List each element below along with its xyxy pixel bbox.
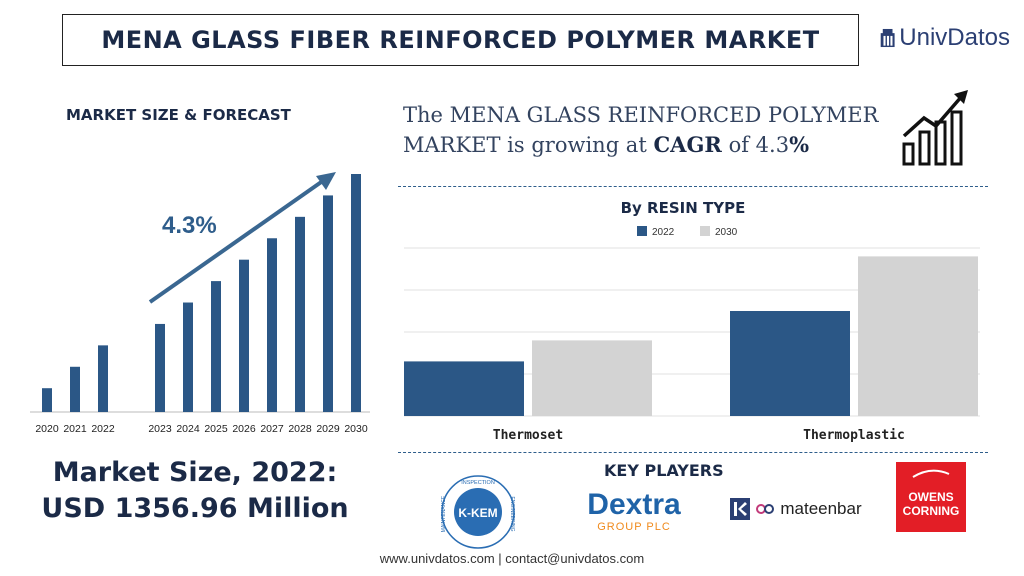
building-icon [880, 28, 895, 48]
kkem-logo: K-KEM INSPECTION ENGINEERING MAINTENANCE [440, 474, 516, 550]
mateenbar-logo: mateenbar [716, 496, 876, 522]
forecast-tick-2024: 2024 [176, 423, 200, 435]
key-players-label: KEY PLAYERS [604, 461, 724, 480]
forecast-bar-2021 [70, 366, 80, 412]
legend-label-2030: 2030 [715, 227, 738, 238]
forecast-tick-2026: 2026 [232, 423, 256, 435]
market-size-line1: Market Size, 2022: [52, 457, 338, 488]
resin-chart-title: By RESIN TYPE [621, 199, 746, 217]
resin-bar-thermoset-2030 [532, 340, 652, 416]
forecast-bar-2029 [323, 195, 333, 412]
divider-top [398, 186, 988, 187]
forecast-bar-2024 [183, 302, 193, 412]
headline-part1: The MENA GLASS REINFORCED POLYMER MARKET… [403, 103, 879, 157]
brand-logo: UnivDatos [880, 18, 1010, 58]
forecast-bar-2026 [239, 259, 249, 412]
growth-arrow-line [148, 176, 329, 304]
forecast-bar-2020 [42, 388, 52, 412]
forecast-tick-2021: 2021 [63, 423, 87, 435]
resin-category-thermoset: Thermoset [493, 428, 563, 443]
market-size-line2: USD 1356.96 Million [41, 493, 349, 524]
cagr-label: 4.3% [162, 212, 217, 239]
forecast-bar-2022 [98, 345, 108, 412]
resin-category-thermoplastic: Thermoplastic [803, 428, 905, 443]
forecast-bar-2025 [211, 281, 221, 412]
market-size-label: MARKET SIZE & FORECAST [66, 106, 291, 124]
kkem-name: K-KEM [458, 506, 497, 520]
legend-swatch-2022 [637, 226, 647, 236]
resin-bar-thermoplastic-2030 [858, 256, 978, 416]
headline-part2: of 4.3 [728, 133, 790, 157]
growth-chart-icon [902, 90, 968, 166]
market-size-text: Market Size, 2022: USD 1356.96 Million [20, 455, 370, 527]
kkem-ring-top: INSPECTION [461, 480, 495, 486]
page-title: MENA GLASS FIBER REINFORCED POLYMER MARK… [62, 14, 859, 66]
resin-bar-thermoplastic-2022 [730, 311, 850, 416]
mateenbar-k-icon [730, 498, 751, 520]
forecast-tick-2030: 2030 [344, 423, 368, 435]
forecast-chart: 2020 2021 2022 2023 2024 2025 2026 2027 2028 2029… [30, 172, 370, 435]
forecast-tick-2027: 2027 [260, 423, 284, 435]
cagr-headline: The MENA GLASS REINFORCED POLYMER MARKET… [403, 100, 923, 160]
forecast-tick-2023: 2023 [148, 423, 172, 435]
legend-label-2022: 2022 [652, 227, 675, 238]
mateenbar-name: mateenbar [780, 499, 862, 518]
headline-percent: % [789, 132, 810, 157]
dextra-logo: Dextra GROUP PLC [560, 486, 708, 536]
resin-bar-thermoset-2022 [404, 361, 524, 416]
forecast-tick-2020: 2020 [35, 423, 59, 435]
dextra-sub: GROUP PLC [597, 521, 671, 533]
legend-swatch-2030 [700, 226, 710, 236]
divider-bottom [398, 452, 988, 453]
dextra-name: Dextra [587, 488, 681, 521]
forecast-tick-2029: 2029 [316, 423, 340, 435]
kkem-ring-right: ENGINEERING [509, 496, 515, 531]
corning-text: CORNING [902, 504, 960, 518]
owens-corning-logo: OWENS CORNING [896, 462, 966, 532]
forecast-bar-2027 [267, 238, 277, 412]
forecast-bar-2023 [155, 323, 165, 412]
forecast-tick-2025: 2025 [204, 423, 228, 435]
footer-contact: www.univdatos.com | contact@univdatos.co… [379, 551, 645, 566]
resin-type-chart: By RESIN TYPE 2022 2030 Thermoset Thermopl… [404, 199, 980, 443]
owens-swoosh-icon [912, 469, 950, 478]
headline-cagr-word: CAGR [653, 132, 722, 157]
growth-arrow-head [316, 172, 336, 190]
forecast-bar-2028 [295, 216, 305, 412]
forecast-tick-2028: 2028 [288, 423, 312, 435]
forecast-bar-2030 [351, 174, 361, 412]
owens-text: OWENS [908, 490, 954, 504]
brand-name: UnivDatos [899, 24, 1010, 51]
kkem-ring-left: MAINTENANCE [441, 495, 447, 532]
mateenbar-loop-icon [756, 504, 775, 514]
forecast-tick-2022: 2022 [91, 423, 115, 435]
